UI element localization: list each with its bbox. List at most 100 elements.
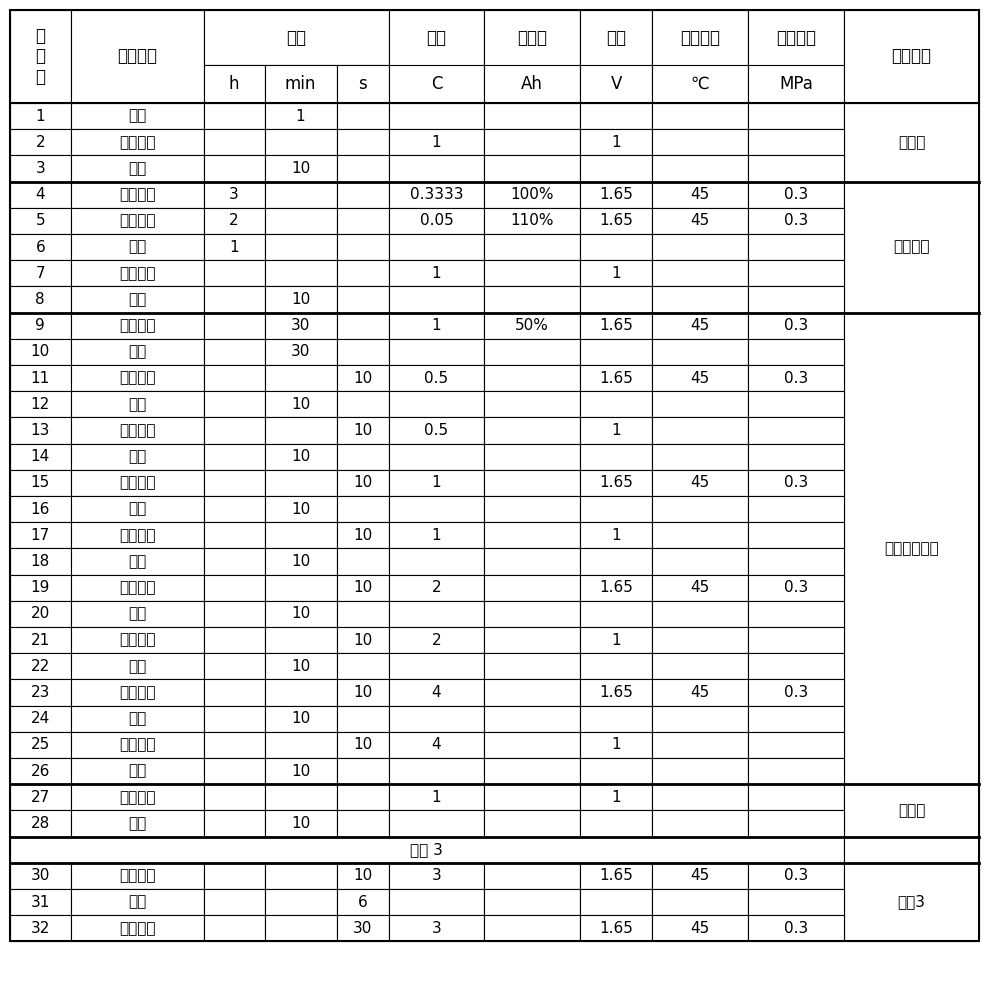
Bar (748, 522, 844, 548)
Bar (337, 522, 389, 548)
Bar (389, 732, 484, 758)
Bar (652, 575, 748, 601)
Text: 1: 1 (432, 266, 441, 281)
Text: 1.65: 1.65 (599, 475, 633, 490)
Bar (484, 653, 581, 679)
Bar (337, 810, 389, 837)
Bar (204, 234, 265, 260)
Text: 25: 25 (31, 737, 50, 752)
Bar (204, 65, 265, 103)
Bar (581, 863, 652, 889)
Bar (337, 444, 389, 470)
Text: 0.3: 0.3 (784, 475, 808, 490)
Text: 恒流充电: 恒流充电 (119, 187, 155, 202)
Bar (204, 496, 265, 522)
Bar (581, 103, 652, 129)
Text: 搞置: 搞置 (128, 449, 147, 464)
Bar (204, 286, 265, 313)
Bar (389, 339, 484, 365)
Bar (389, 286, 484, 313)
Bar (389, 758, 484, 784)
Bar (71, 915, 204, 941)
Text: 1.65: 1.65 (599, 187, 633, 202)
Bar (265, 679, 337, 706)
Bar (337, 260, 389, 286)
Bar (389, 784, 484, 810)
Text: 0.3: 0.3 (784, 921, 808, 936)
Bar (10, 784, 71, 810)
Text: 0.3: 0.3 (784, 187, 808, 202)
Bar (389, 889, 484, 915)
Bar (71, 208, 204, 234)
Bar (10, 889, 71, 915)
Bar (652, 417, 748, 444)
Bar (389, 810, 484, 837)
Text: ℃: ℃ (691, 75, 709, 93)
Text: 6: 6 (35, 240, 45, 255)
Bar (748, 260, 844, 286)
Text: 10: 10 (291, 397, 310, 412)
Text: 恒流放电: 恒流放电 (119, 266, 155, 281)
Bar (71, 103, 204, 129)
Text: 搞置: 搞置 (128, 711, 147, 726)
Bar (337, 339, 389, 365)
Bar (652, 627, 748, 653)
Bar (10, 915, 71, 941)
Text: 2: 2 (432, 580, 441, 595)
Bar (204, 10, 389, 65)
Bar (337, 234, 389, 260)
Text: 搞置: 搞置 (128, 397, 147, 412)
Text: 10: 10 (291, 764, 310, 779)
Bar (10, 10, 71, 103)
Bar (484, 470, 581, 496)
Bar (581, 10, 652, 103)
Bar (389, 601, 484, 627)
Text: 1: 1 (611, 633, 621, 648)
Bar (581, 784, 652, 810)
Bar (337, 706, 389, 732)
Text: 1: 1 (432, 318, 441, 333)
Text: 7: 7 (35, 266, 45, 281)
Text: 恒流充电: 恒流充电 (119, 868, 155, 883)
Text: 30: 30 (291, 344, 310, 359)
Bar (265, 706, 337, 732)
Text: 14: 14 (31, 449, 50, 464)
Bar (389, 10, 484, 103)
Bar (389, 444, 484, 470)
Bar (204, 417, 265, 444)
Text: 23: 23 (31, 685, 50, 700)
Text: Ah: Ah (522, 75, 543, 93)
Bar (265, 575, 337, 601)
Text: 1: 1 (611, 135, 621, 150)
Bar (484, 548, 581, 575)
Bar (10, 837, 844, 863)
Bar (484, 286, 581, 313)
Text: 0.05: 0.05 (419, 213, 454, 228)
Bar (10, 706, 71, 732)
Bar (652, 260, 748, 286)
Bar (10, 313, 71, 339)
Bar (484, 575, 581, 601)
Text: 1.65: 1.65 (599, 868, 633, 883)
Bar (581, 260, 652, 286)
Text: 45: 45 (691, 475, 709, 490)
Bar (204, 103, 265, 129)
Bar (10, 601, 71, 627)
Text: 6: 6 (358, 895, 367, 910)
Text: 步次状态: 步次状态 (117, 47, 157, 66)
Bar (581, 365, 652, 391)
Bar (748, 810, 844, 837)
Bar (10, 365, 71, 391)
Text: 30: 30 (291, 318, 310, 333)
Text: 0.5: 0.5 (424, 371, 449, 386)
Bar (71, 601, 204, 627)
Bar (748, 601, 844, 627)
Text: 1: 1 (35, 109, 45, 124)
Bar (389, 417, 484, 444)
Text: 1: 1 (611, 528, 621, 543)
Bar (652, 653, 748, 679)
Text: 8: 8 (35, 292, 45, 307)
Bar (484, 155, 581, 182)
Bar (337, 470, 389, 496)
Text: 搞置: 搞置 (128, 895, 147, 910)
